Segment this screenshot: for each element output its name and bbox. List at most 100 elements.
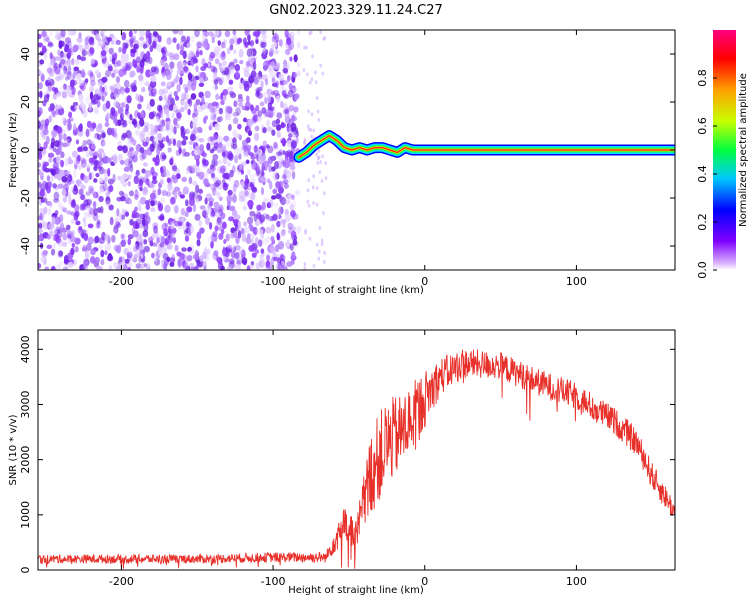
noise-blob <box>135 56 142 64</box>
noise-blob <box>286 37 292 46</box>
noise-blob <box>245 159 250 165</box>
noise-blob <box>208 201 213 208</box>
noise-blob <box>198 171 205 180</box>
noise-blob <box>104 176 108 183</box>
noise-blob <box>237 220 241 229</box>
noise-blob <box>151 242 158 247</box>
noise-blob <box>191 164 198 174</box>
noise-blob <box>275 182 282 190</box>
noise-blob <box>151 179 158 185</box>
noise-blob <box>64 76 69 81</box>
noise-blob <box>75 139 80 145</box>
noise-blob <box>242 117 248 123</box>
noise-blob <box>66 58 73 68</box>
noise-blob <box>226 47 231 55</box>
noise-blob <box>106 112 111 120</box>
noise-blob <box>240 169 245 175</box>
noise-blob <box>199 49 203 56</box>
noise-blob <box>243 188 250 195</box>
noise-blob <box>319 63 323 68</box>
noise-blob <box>245 136 251 144</box>
noise-blob <box>158 250 163 256</box>
noise-blob <box>311 185 315 190</box>
noise-blob <box>144 211 149 218</box>
noise-blob <box>87 211 93 218</box>
noise-blob <box>195 98 201 106</box>
noise-blob <box>265 226 272 234</box>
noise-blob <box>132 229 139 238</box>
noise-blob <box>241 257 248 265</box>
noise-blob <box>91 122 97 129</box>
noise-blob <box>204 197 208 205</box>
noise-blob <box>157 104 162 112</box>
noise-blob <box>209 200 214 206</box>
noise-blob <box>135 93 139 101</box>
noise-blob <box>187 98 192 105</box>
noise-blob <box>305 72 309 77</box>
noise-blob <box>73 169 77 178</box>
noise-blob <box>131 87 137 93</box>
noise-blob <box>135 263 142 269</box>
noise-blob <box>167 138 172 147</box>
noise-blob <box>278 39 283 47</box>
noise-blob <box>157 187 162 196</box>
noise-blob <box>149 98 155 107</box>
noise-blob <box>80 157 86 164</box>
noise-blob <box>52 243 57 249</box>
noise-blob <box>263 197 269 203</box>
noise-blob <box>322 211 325 216</box>
noise-blob <box>145 215 151 224</box>
noise-blob <box>168 52 174 58</box>
noise-blob <box>54 210 59 216</box>
noise-blob <box>108 204 114 211</box>
noise-blob <box>183 210 188 217</box>
noise-blob <box>294 189 301 195</box>
noise-blob <box>100 50 107 57</box>
noise-blob <box>89 71 94 78</box>
noise-blob <box>281 260 285 266</box>
noise-blob <box>279 263 287 270</box>
noise-blob <box>38 234 42 242</box>
noise-blob <box>100 30 106 35</box>
noise-blob <box>107 65 113 72</box>
noise-blob <box>214 30 220 37</box>
noise-blob <box>254 249 260 254</box>
noise-blob <box>251 107 257 115</box>
noise-blob <box>66 69 72 76</box>
noise-blob <box>157 124 163 132</box>
noise-blob <box>162 62 169 72</box>
noise-blob <box>66 88 73 97</box>
noise-blob <box>280 121 285 129</box>
noise-blob <box>267 145 274 154</box>
noise-blob <box>162 136 166 142</box>
noise-blob <box>262 61 270 70</box>
noise-blob <box>305 45 308 50</box>
noise-blob <box>81 184 87 190</box>
noise-blob <box>116 208 120 217</box>
noise-blob <box>292 213 299 220</box>
noise-blob <box>241 181 245 189</box>
noise-blob <box>246 48 253 57</box>
snr-xtick-label: 0 <box>421 575 428 588</box>
noise-blob <box>233 179 240 189</box>
noise-blob <box>275 263 282 270</box>
noise-blob <box>83 211 89 219</box>
noise-blob <box>217 135 223 145</box>
noise-blob <box>226 161 232 167</box>
noise-blob <box>89 150 93 157</box>
noise-blob <box>96 221 100 229</box>
noise-blob <box>233 49 237 55</box>
noise-blob <box>287 223 294 228</box>
noise-blob <box>182 224 187 232</box>
noise-blob <box>139 95 144 103</box>
noise-blob <box>214 134 219 141</box>
noise-blob <box>215 212 220 218</box>
noise-blob <box>49 30 53 37</box>
noise-blob <box>237 249 244 255</box>
noise-blob <box>88 36 95 45</box>
noise-blob <box>60 159 65 168</box>
noise-blob <box>111 57 116 65</box>
noise-blob <box>256 92 263 99</box>
noise-blob <box>266 88 273 96</box>
noise-blob <box>270 236 275 242</box>
